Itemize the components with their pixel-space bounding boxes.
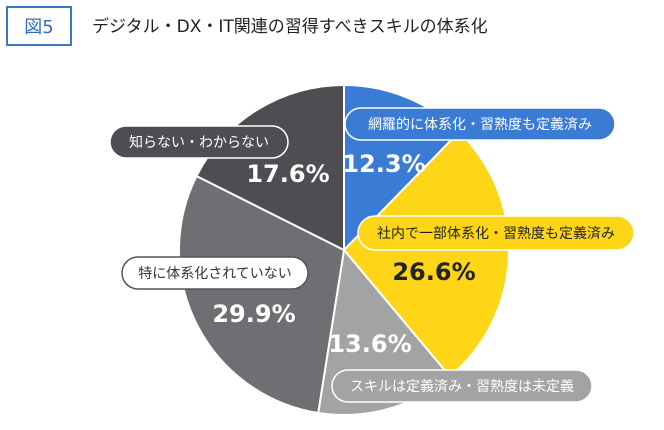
pie-slice-5: [195, 83, 345, 252]
value-label-3: 13.6%: [328, 330, 411, 358]
category-label-pill: [109, 125, 289, 159]
category-label-1: 網羅的に体系化・習熟度も定義済み: [344, 107, 616, 141]
category-label-4: 特に体系化されていない: [121, 256, 309, 290]
category-label-text: 特に体系化されていない: [138, 266, 292, 282]
category-label-pill: [344, 107, 616, 141]
category-label-2: 社内で一部体系化・習熟度も定義済み: [357, 215, 635, 251]
value-label-5: 17.6%: [246, 160, 329, 188]
category-label-text: 知らない・わからない: [129, 134, 269, 151]
figure-badge: 図5: [6, 6, 72, 46]
category-label-pill: [357, 215, 635, 251]
category-label-5: 知らない・わからない: [109, 125, 289, 159]
category-label-pill: [121, 256, 309, 290]
pie-slice-2: [342, 130, 510, 378]
category-label-3: スキルは定義済み・習熟度は未定義: [331, 369, 593, 403]
category-label-pill: [331, 369, 593, 403]
pie-slice-4: [178, 174, 346, 415]
category-label-text: 網羅的に体系化・習熟度も定義済み: [368, 116, 592, 133]
chart-title: デジタル・DX・IT関連の習得すべきスキルの体系化: [92, 17, 488, 37]
value-label-4: 29.9%: [212, 300, 295, 328]
figure-label: 図5: [24, 17, 54, 38]
value-label-2: 26.6%: [392, 258, 475, 286]
category-label-text: スキルは定義済み・習熟度は未定義: [350, 378, 574, 395]
category-label-text: 社内で一部体系化・習熟度も定義済み: [377, 225, 615, 242]
value-label-1: 12.3%: [342, 150, 425, 178]
